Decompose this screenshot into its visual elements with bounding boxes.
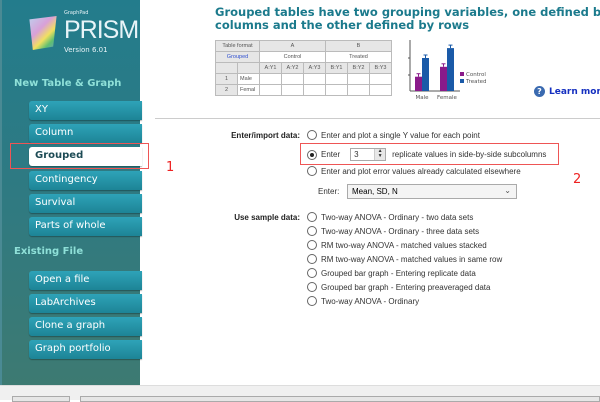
sidebar: GraphPad PRISM Version 6.01 New Table & … [0, 0, 142, 385]
bottom-button[interactable] [80, 396, 600, 402]
group-b: B [325, 40, 392, 52]
bar [440, 66, 447, 91]
subcol: A:Y2 [281, 62, 304, 74]
option-label: Two-way ANOVA - Ordinary [321, 296, 420, 306]
prism-icon [29, 16, 57, 50]
format-value: Grouped [215, 51, 260, 63]
legend-label: Treated [465, 79, 486, 85]
b-name: Treated [325, 51, 392, 63]
radio[interactable] [307, 226, 317, 236]
sample-option[interactable]: Two-way ANOVA - Ordinary - two data sets [307, 212, 473, 222]
bar [422, 58, 429, 91]
existing-file-heading: Existing File [14, 246, 84, 257]
sidebar-item-column[interactable]: Column [29, 124, 142, 143]
sidebar-item-graph-portfolio[interactable]: Graph portfolio [29, 340, 142, 359]
sidebar-item-grouped[interactable]: Grouped [29, 147, 142, 166]
error-format-dropdown[interactable]: Mean, SD, N ⌄ [347, 184, 517, 199]
bottom-button[interactable] [12, 396, 70, 402]
sidebar-item-parts-of-whole[interactable]: Parts of whole [29, 217, 142, 236]
legend-label: Control [466, 72, 486, 78]
option-label: Grouped bar graph - Entering preaveraged… [321, 282, 491, 292]
sample-data-label: Use sample data: [234, 213, 300, 222]
help-icon: ? [534, 86, 545, 97]
x-tick-label: Male [415, 95, 429, 101]
option-label: Two-way ANOVA - Ordinary - two data sets [321, 212, 474, 222]
enter-import-label: Enter/import data: [231, 131, 300, 140]
annotation-box-1 [10, 143, 149, 169]
sample-option[interactable]: RM two-way ANOVA - matched values in sam… [307, 254, 502, 264]
option-replicates[interactable]: Enter 3 ▲ ▼ replicate values in side-by-si… [307, 148, 546, 161]
bar [447, 48, 454, 91]
radio-selected[interactable] [307, 149, 317, 160]
row-num: 2 [215, 84, 238, 96]
row-label: Male [237, 73, 260, 85]
chevron-down-icon: ⌄ [504, 186, 511, 195]
sidebar-item-clone-graph[interactable]: Clone a graph [29, 317, 142, 336]
sample-option[interactable]: Two-way ANOVA - Ordinary - three data se… [307, 226, 479, 236]
sidebar-item-open-file[interactable]: Open a file [29, 271, 142, 290]
replicate-count-stepper[interactable]: 3 ▲ ▼ [350, 148, 387, 161]
brand: PRISM [64, 16, 139, 44]
radio[interactable] [307, 212, 317, 222]
subcol: A:Y1 [259, 62, 282, 74]
version-label: Version 6.01 [64, 46, 108, 54]
x-tick-label: Female [437, 95, 458, 101]
sample-option[interactable]: RM two-way ANOVA - matched values stacke… [307, 240, 487, 250]
sample-option[interactable]: Grouped bar graph - Entering preaveraged… [307, 282, 490, 292]
option-error-values[interactable]: Enter and plot error values already calc… [307, 166, 521, 176]
new-table-heading: New Table & Graph [14, 78, 122, 89]
radio[interactable] [307, 166, 317, 176]
sidebar-item-labarchives[interactable]: LabArchives [29, 294, 142, 313]
subcol: B:Y2 [347, 62, 370, 74]
sample-option[interactable]: Grouped bar graph - Entering replicate d… [307, 268, 476, 278]
divider [155, 118, 600, 119]
option-label: Enter and plot a single Y value for each… [321, 130, 480, 140]
option-label: replicate values in side-by-side subcolu… [392, 150, 547, 159]
preview-table: Table format A B Grouped Control Treated A:Y… [215, 40, 392, 96]
option-label: RM two-way ANOVA - matched values stacke… [321, 240, 487, 250]
format-label: Table format [215, 40, 260, 52]
stepper-arrows-icon[interactable]: ▲ ▼ [374, 149, 386, 160]
option-label: Grouped bar graph - Entering replicate d… [321, 268, 476, 278]
annotation-label-1: 1 [166, 160, 175, 175]
subcol: A:Y3 [303, 62, 326, 74]
learn-more-label: Learn more [549, 87, 600, 97]
replicate-count-value[interactable]: 3 [354, 150, 359, 159]
option-label: Two-way ANOVA - Ordinary - three data se… [321, 226, 480, 236]
subcol: B:Y3 [369, 62, 392, 74]
legend-swatch [460, 72, 464, 76]
radio[interactable] [307, 254, 317, 264]
sidebar-item-contingency[interactable]: Contingency [29, 171, 142, 190]
annotation-label-2: 2 [573, 172, 582, 187]
row-label: Femal [237, 84, 260, 96]
subcol: B:Y1 [325, 62, 348, 74]
prism-logo: GraphPad PRISM Version 6.01 [24, 10, 139, 66]
radio[interactable] [307, 282, 317, 292]
annotation-box-2 [300, 143, 559, 165]
option-single-y[interactable]: Enter and plot a single Y value for each… [307, 130, 480, 140]
sidebar-item-survival[interactable]: Survival [29, 194, 142, 213]
legend-swatch [460, 79, 464, 83]
learn-more-link[interactable]: ? Learn more [534, 86, 600, 97]
option-label: RM two-way ANOVA - matched values in sam… [321, 254, 503, 264]
option-label: Enter [321, 150, 341, 159]
page-title: Grouped tables have two grouping variabl… [215, 5, 600, 32]
bar [415, 76, 422, 91]
radio[interactable] [307, 240, 317, 250]
row-num: 1 [215, 73, 238, 85]
radio[interactable] [307, 268, 317, 278]
a-name: Control [259, 51, 326, 63]
option-label: Enter and plot error values already calc… [321, 166, 521, 176]
brand-small: GraphPad [64, 10, 89, 16]
dropdown-value: Mean, SD, N [352, 187, 398, 196]
radio[interactable] [307, 130, 317, 140]
enter-dropdown-label: Enter: [318, 187, 340, 196]
group-a: A [259, 40, 326, 52]
sample-option[interactable]: Two-way ANOVA - Ordinary [307, 296, 419, 306]
radio[interactable] [307, 296, 317, 306]
sidebar-item-xy[interactable]: XY [29, 101, 142, 120]
